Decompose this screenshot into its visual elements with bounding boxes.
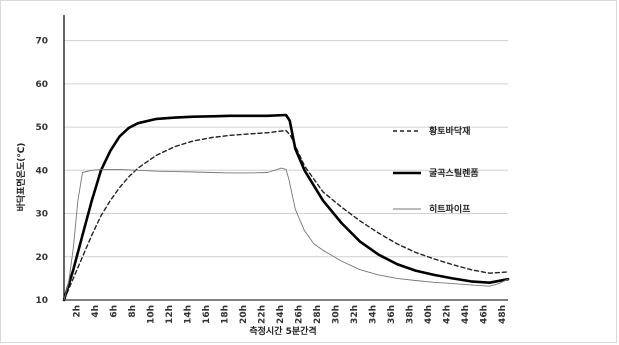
y-tick-label: 40 [35,166,48,176]
x-tick-label: 38h [406,305,416,324]
x-tick-label: 26h [295,305,305,324]
y-tick-label: 30 [35,210,48,220]
y-tick-label: 20 [35,253,48,263]
x-tick-label: 24h [276,305,286,324]
x-tick-label: 4h [91,305,101,318]
x-tick-label: 36h [387,305,397,324]
y-tick-label: 70 [35,37,48,47]
x-tick-label: 30h [332,305,342,324]
series-line [63,167,509,301]
grid-lines [64,40,508,258]
series-line [62,113,510,302]
series-line [63,129,509,301]
y-tick-label: 60 [35,80,48,90]
legend-label: 황토바닥재 [429,125,470,137]
x-tick-label: 40h [424,305,434,324]
x-tick-label: 10h [147,305,157,324]
y-tick-label: 10 [35,296,48,306]
x-tick-label: 14h [184,305,194,324]
x-tick-label: 8h [128,305,138,318]
x-tick-label: 6h [110,305,120,318]
x-tick-label: 18h [221,305,231,324]
legend-label: 히트파이프 [429,203,471,215]
y-axis-label: 바닥표면온도(℃) [15,143,27,212]
x-tick-label: 12h [165,305,175,324]
x-tick-label: 34h [369,305,379,324]
x-tick-label: 44h [461,305,471,324]
legend-label: 굴곡스틸렌폼 [429,167,479,179]
x-tick-label: 32h [350,305,360,324]
x-tick-label: 20h [239,305,249,324]
x-tick-label: 42h [443,305,453,324]
x-tick-label: 2h [73,305,83,318]
x-tick-label: 46h [480,305,490,324]
x-tick-label: 48h [498,305,508,324]
x-tick-label: 16h [202,305,212,324]
x-tick-label: 22h [258,305,268,324]
x-axis-label: 측정시간 5분간격 [249,325,316,337]
series-lines [62,113,510,302]
axes: 10 20 30 40 50 60 70 2h 4h 6h 8h 10h 12h 14h 16h 18h 20h… [35,15,508,324]
x-tick-label: 28h [313,305,323,324]
y-tick-label: 50 [35,123,48,133]
